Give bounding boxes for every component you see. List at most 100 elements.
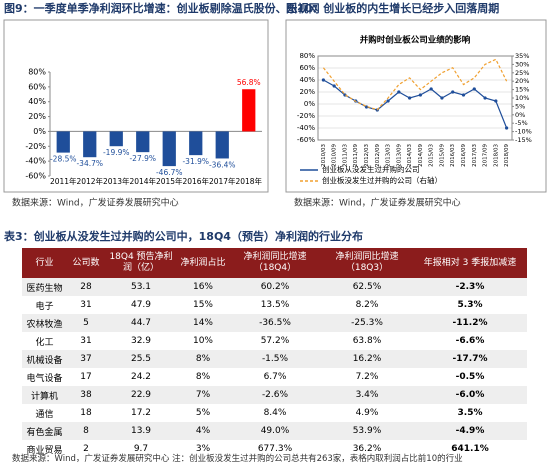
bar bbox=[189, 131, 203, 156]
x-tick-label: 2010/03 bbox=[321, 144, 327, 167]
cell: 4.9% bbox=[355, 408, 379, 418]
point bbox=[418, 93, 422, 97]
cell: 有色金属 bbox=[22, 422, 67, 440]
point bbox=[321, 78, 325, 82]
y2-tick-label: 0% bbox=[515, 111, 525, 119]
source: 数据来源：Wind，广发证券发展研究中心 bbox=[294, 197, 461, 209]
cell: -25.3% bbox=[321, 314, 413, 332]
cell: 8 bbox=[67, 422, 105, 440]
point bbox=[440, 96, 444, 100]
header-cell: 行业 bbox=[22, 248, 67, 278]
cell: 7% bbox=[177, 386, 229, 404]
cell: 商业贸易 bbox=[26, 445, 63, 456]
y-tick-label: -20% bbox=[297, 112, 315, 120]
x-tick-label: 2012/03 bbox=[364, 144, 370, 167]
x-tick-label: 2018/09 bbox=[504, 144, 510, 167]
y-tick-label: 60% bbox=[28, 82, 46, 91]
data-label: 56.8% bbox=[237, 78, 261, 87]
cell: 农林牧渔 bbox=[22, 314, 67, 332]
x-tick-label: 2014/09 bbox=[418, 144, 424, 167]
cell: 32.9 bbox=[130, 336, 152, 346]
cell: 3% bbox=[195, 444, 211, 454]
cell: 6.7% bbox=[263, 372, 287, 382]
figure-caption: 图10：创业板的内生增长已经步入回落周期 bbox=[286, 1, 499, 15]
row: 商业贸易 2 9.7 3% 677.3% 36.2% 641.1% bbox=[22, 440, 527, 458]
x-tick-label: 2015/03 bbox=[429, 144, 435, 167]
chart-title: 并购时创业板公司业绩的影响 bbox=[360, 35, 471, 46]
bar bbox=[242, 89, 256, 132]
cell: 8% bbox=[177, 350, 229, 368]
y2-tick-label: 30% bbox=[515, 60, 529, 68]
x-tick-label: 2010/09 bbox=[332, 144, 338, 167]
row: 电子 31 47.9 15% 13.5% 8.2% 5.3% bbox=[22, 296, 527, 314]
cell: 3.5% bbox=[457, 408, 483, 418]
data-label: -31.9% bbox=[182, 157, 209, 166]
bar bbox=[215, 131, 229, 159]
x-tick-label: 2018年 bbox=[235, 176, 262, 186]
x-tick-label: 2011年 bbox=[50, 176, 77, 186]
point bbox=[494, 99, 498, 103]
x-tick-label: 2012/09 bbox=[375, 144, 381, 167]
cell: 13.9 bbox=[105, 422, 177, 440]
y-tick-label: 20% bbox=[28, 112, 46, 121]
cell: 31 bbox=[80, 300, 92, 310]
cell: 8.2% bbox=[355, 300, 379, 310]
cell: 53.1 bbox=[105, 278, 177, 296]
cell: 31 bbox=[80, 336, 92, 346]
header-cell: 净利润占比 bbox=[177, 248, 229, 278]
x-tick-label: 2017/03 bbox=[472, 144, 478, 167]
x-tick-label: 2014/03 bbox=[407, 144, 413, 167]
cell: 17 bbox=[80, 372, 92, 382]
bar bbox=[83, 131, 97, 158]
header-row: 行业 公司数 18Q4 预告净利润（亿） 净利润占比 净利润同比增速（18Q4） 净利润同… bbox=[22, 248, 527, 278]
header-cell: 公司数 bbox=[67, 248, 105, 278]
y-tick-label: 80% bbox=[28, 68, 46, 77]
y-tick-label: -40% bbox=[25, 157, 46, 166]
cell: 16.2% bbox=[321, 350, 413, 368]
cell: -11.2% bbox=[413, 314, 527, 332]
y2-tick-label: 15% bbox=[515, 86, 529, 94]
x-tick-label: 2015年 bbox=[156, 176, 183, 186]
cell: 8% bbox=[195, 372, 211, 382]
cell: 医药生物 bbox=[22, 278, 67, 296]
cell: 15% bbox=[192, 300, 213, 310]
table: 行业 公司数 18Q4 预告净利润（亿） 净利润占比 净利润同比增速（18Q4） 净利润同… bbox=[22, 248, 527, 458]
row: 化工 31 32.9 10% 57.2% 63.8% -6.6% bbox=[22, 332, 527, 350]
row: 计算机 38 22.9 7% -2.6% 3.4% -6.0% bbox=[22, 386, 527, 404]
cell: 641.1% bbox=[451, 444, 489, 454]
legend-label: 创业板从没发生过并购的公司 bbox=[322, 164, 420, 174]
x-tick-label: 2013/03 bbox=[386, 144, 392, 167]
cell: 9.7 bbox=[133, 444, 149, 454]
cell: 37 bbox=[67, 350, 105, 368]
x-tick-label: 2012年 bbox=[76, 176, 103, 186]
x-tick-label: 2016/09 bbox=[461, 144, 467, 167]
x-tick-label: 2018/03 bbox=[493, 144, 499, 167]
row: 有色金属 8 13.9 4% 49.0% 53.9% -4.9% bbox=[22, 422, 527, 440]
point bbox=[364, 105, 369, 109]
data-label: -46.7% bbox=[156, 168, 183, 177]
y-tick-label: 60% bbox=[299, 64, 315, 72]
data-label: -28.5% bbox=[50, 155, 77, 164]
point bbox=[429, 87, 433, 91]
cell: 13.5% bbox=[260, 300, 290, 310]
y-tick-label: -60% bbox=[297, 136, 315, 144]
data-label: -36.4% bbox=[209, 160, 236, 169]
x-tick-label: 2017年 bbox=[209, 176, 236, 186]
legend-label: 创业板没发生过并购的公司（右轴） bbox=[322, 175, 442, 185]
cell: 化工 bbox=[35, 337, 54, 348]
cell: 25.5 bbox=[105, 350, 177, 368]
cell: 3.4% bbox=[321, 386, 413, 404]
x-tick-label: 2011/03 bbox=[342, 144, 348, 167]
cell: 计算机 bbox=[22, 386, 67, 404]
header-cell: 18Q4 预告净利润（亿） bbox=[105, 248, 177, 278]
point bbox=[332, 84, 336, 88]
cell: 63.8% bbox=[352, 336, 382, 346]
point bbox=[483, 96, 487, 100]
cell: 49.0% bbox=[229, 422, 321, 440]
cell: -2.6% bbox=[229, 386, 321, 404]
cell: -6.6% bbox=[455, 336, 485, 346]
y-tick-label: 0% bbox=[33, 127, 46, 136]
header-cell: 净利润同比增速（18Q4） bbox=[229, 248, 321, 278]
charts: 图9：一季度单季净利润环比增速：创业板剔除温氏股份、乐视网 图10：创业板的内生… bbox=[3, 1, 547, 209]
row: 通信 18 17.2 5% 8.4% 4.9% 3.5% bbox=[22, 404, 527, 422]
